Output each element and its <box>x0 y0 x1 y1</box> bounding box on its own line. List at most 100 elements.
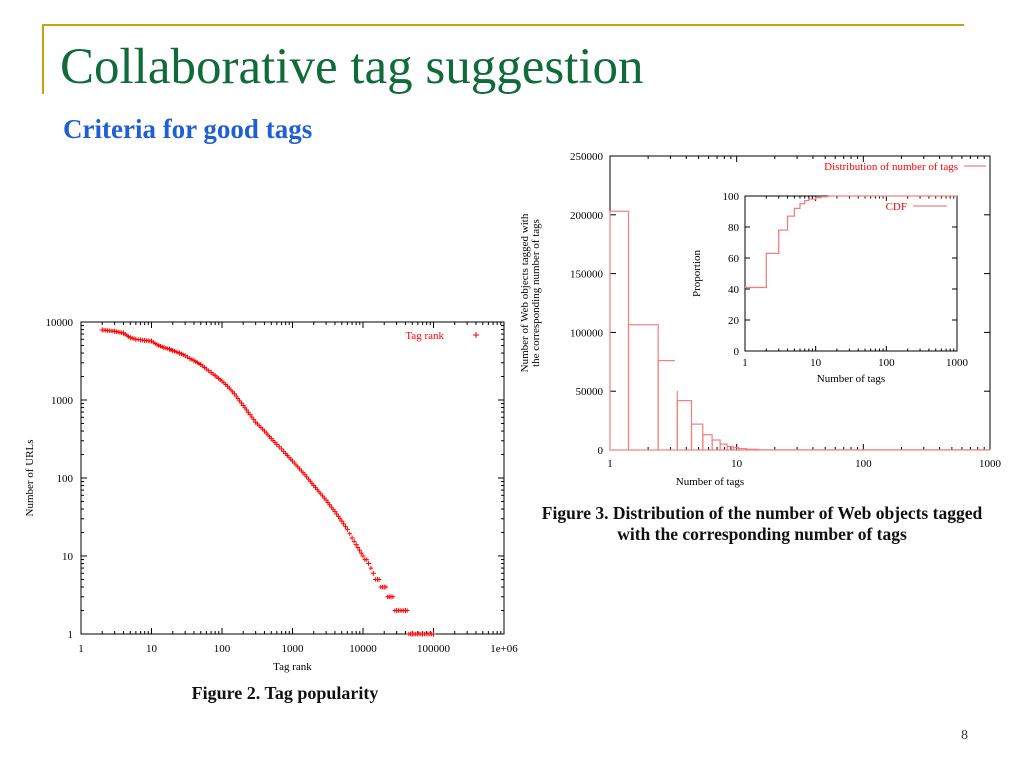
data-point-interp <box>281 449 286 454</box>
data-point-interp <box>136 337 141 342</box>
data-point-interp <box>165 346 170 351</box>
inset-y-tick-label: 100 <box>723 191 740 203</box>
data-point-interp <box>249 414 255 420</box>
data-point-interp <box>359 550 364 556</box>
cdf-line <box>745 195 957 289</box>
slide-frame-top-rule <box>43 24 964 26</box>
y-tick-label: 200000 <box>570 210 604 222</box>
data-point-interp <box>126 334 131 339</box>
data-point-interp <box>223 382 228 387</box>
x-tick-label: 100 <box>214 643 231 655</box>
y-tick-label: 250000 <box>570 151 604 163</box>
inset-x-tick-label: 1 <box>742 357 748 369</box>
y-axis-label-line: the corresponding number of tags <box>530 219 542 367</box>
x-tick-label: 1000 <box>282 643 305 655</box>
data-point-interp <box>230 389 235 395</box>
legend-marker <box>473 332 479 338</box>
data-point-interp <box>272 440 278 445</box>
data-point-interp <box>404 608 410 613</box>
figure-3-caption: Figure 3. Distribution of the number of … <box>512 503 1012 545</box>
data-point-interp <box>235 396 241 401</box>
inset-y-tick-label: 80 <box>728 222 740 234</box>
data-point-interp <box>355 545 361 550</box>
data-point-interp <box>337 516 343 521</box>
data-point-interp <box>196 361 202 366</box>
x-tick-label: 10 <box>731 458 743 470</box>
data-point-interp <box>368 565 374 571</box>
figure-2-caption: Figure 2. Tag popularity <box>191 683 379 703</box>
inset-x-axis-label: Number of tags <box>817 373 885 385</box>
data-point-interp <box>343 524 348 529</box>
data-point <box>353 542 359 548</box>
x-tick-label: 100 <box>855 458 872 470</box>
tags-distribution-chart: 1 10 100 1000 0 50000 100000 150000 200000 250000… <box>519 151 1002 488</box>
data-point-interp <box>373 577 378 582</box>
y-axis-label: Number of URLs <box>24 440 36 517</box>
data-point-interp <box>110 328 116 334</box>
x-tick-label: 100000 <box>417 643 451 655</box>
histogram-bar <box>711 439 721 451</box>
data-point-interp <box>329 504 334 510</box>
data-point-interp <box>206 368 211 373</box>
inset-x-tick-label: 100 <box>878 357 895 369</box>
data-point-interp <box>246 410 251 415</box>
x-tick-label: 1 <box>78 643 84 655</box>
y-tick-label: 10000 <box>46 317 74 329</box>
y-tick-label: 50000 <box>576 386 604 398</box>
data-point-interp <box>347 531 352 536</box>
histogram-bar <box>746 448 760 451</box>
data-point <box>240 402 246 409</box>
data-point-interp <box>251 417 256 422</box>
data-point-interp <box>383 584 389 590</box>
y-tick-label: 100000 <box>570 327 604 339</box>
data-point-interp <box>239 400 244 406</box>
y-tick-label: 150000 <box>570 269 604 281</box>
y-tick-label: 0 <box>598 445 604 457</box>
data-point-interp <box>300 470 306 476</box>
data-point-interp <box>277 444 282 449</box>
data-point-interp <box>153 341 158 346</box>
histogram-bar <box>702 434 713 451</box>
x-tick-label: 1e+06 <box>490 643 518 655</box>
data-point <box>332 509 338 515</box>
slide-subtitle: Criteria for good tags <box>63 114 313 144</box>
data-point-interp <box>334 511 339 517</box>
data-point-interp <box>244 407 249 413</box>
x-tick-label: 10000 <box>349 643 377 655</box>
data-point-interp <box>168 347 174 353</box>
inset-y-tick-label: 60 <box>728 253 740 265</box>
data-point <box>349 535 355 541</box>
data-point <box>360 553 366 559</box>
x-tick-label: 1000 <box>979 458 1002 470</box>
inset-y-axis-label: Proportion <box>691 249 703 297</box>
x-tick-label: 1 <box>607 458 613 470</box>
data-point-interp <box>390 594 396 599</box>
data-point <box>344 526 350 532</box>
page-number: 8 <box>961 728 968 743</box>
data-point-interp <box>210 371 216 377</box>
histogram-bar <box>676 400 693 451</box>
histogram-bar <box>732 447 740 451</box>
data-point-interp <box>181 352 186 357</box>
data-point-interp <box>309 481 315 486</box>
data-point-interp <box>131 336 137 341</box>
data-point <box>339 518 345 524</box>
inset-x-tick-label: 10 <box>810 357 822 369</box>
y-tick-label: 100 <box>57 473 74 485</box>
data-point <box>365 560 372 567</box>
data-point-interp <box>357 548 362 553</box>
data-point-interp <box>175 350 181 355</box>
data-point-interp <box>336 514 341 519</box>
data-point-interp <box>429 631 434 637</box>
data-point <box>247 411 253 418</box>
data-point-interp <box>364 557 369 562</box>
inset-background <box>675 184 972 391</box>
data-point-interp <box>218 377 223 382</box>
data-point-interp <box>189 357 195 362</box>
data-point <box>278 446 285 452</box>
y-tick-label: 10 <box>62 551 74 563</box>
data-point-interp <box>233 393 239 399</box>
histogram-bar <box>726 445 734 451</box>
data-point-interp <box>341 521 346 527</box>
data-point-interp <box>140 337 145 343</box>
